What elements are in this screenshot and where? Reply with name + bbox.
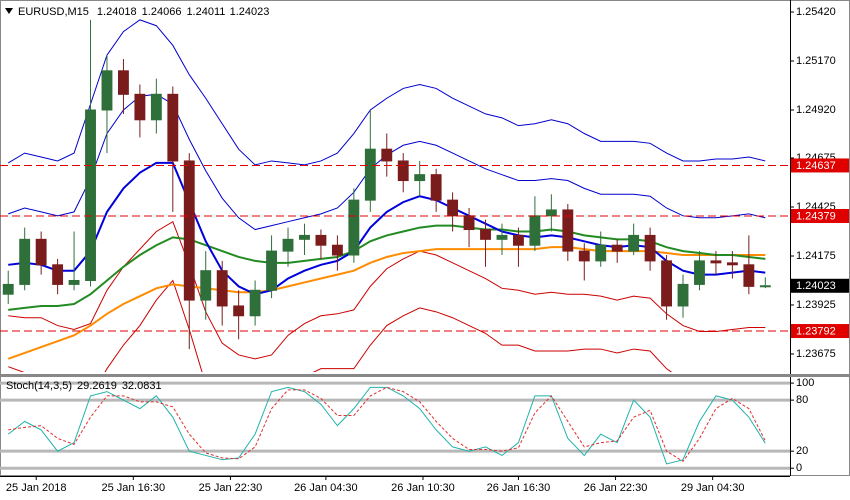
x-tick-label: 25 Jan 22:30 — [199, 482, 263, 494]
current-price-label: 1.24023 — [796, 280, 836, 292]
y-tick-label: 1.23925 — [796, 299, 836, 311]
candle-body — [562, 209, 574, 252]
candle-body — [545, 209, 557, 217]
candle-body — [430, 174, 442, 201]
level-label: 1.23792 — [796, 325, 836, 337]
candle-body — [134, 93, 146, 121]
candle-body — [299, 234, 310, 240]
x-tick-label: 26 Jan 16:30 — [487, 482, 551, 494]
level-label-box — [791, 324, 849, 339]
candle-body — [315, 234, 327, 246]
y-tick-label: 1.24175 — [796, 250, 836, 262]
candle-body — [118, 70, 129, 95]
candle-body — [447, 199, 459, 217]
candle-body — [233, 305, 245, 317]
candle-body — [2, 283, 14, 295]
current-price-box — [791, 278, 849, 293]
candle-body — [216, 270, 228, 307]
candle-body — [348, 199, 360, 256]
indicator-line — [7, 386, 766, 465]
candle-body — [644, 234, 656, 262]
stoch-signal-value: 32.0831 — [122, 380, 162, 392]
candle-body — [183, 160, 195, 301]
indicator-line — [7, 246, 766, 360]
candle-body — [150, 93, 162, 121]
y-tick-label: 80 — [796, 394, 808, 406]
y-tick-label: 100 — [796, 377, 814, 389]
y-tick-label: 0 — [796, 462, 802, 474]
candle-body — [266, 250, 277, 291]
indicator-line — [8, 224, 766, 311]
candle-body — [628, 234, 640, 252]
candle-body — [414, 174, 426, 182]
stoch-header: Stoch(14,3,5) 29.2619 32.0831 — [6, 380, 162, 392]
x-tick-label: 25 Jan 2018 — [6, 482, 67, 494]
candle-body — [661, 260, 672, 307]
indicator-line — [8, 279, 673, 372]
high-value: 1.24066 — [142, 6, 182, 18]
candle-body — [710, 260, 722, 264]
indicator-line — [8, 161, 766, 296]
candle-body — [694, 260, 705, 285]
candle-body — [331, 244, 343, 256]
x-tick-label: 26 Jan 22:30 — [584, 482, 648, 494]
x-tick-label: 26 Jan 04:30 — [294, 482, 358, 494]
level-label-box — [791, 209, 849, 224]
candle-body — [35, 238, 47, 266]
candle-body — [463, 215, 475, 231]
candle-body — [480, 229, 491, 240]
price-plot — [0, 19, 790, 372]
x-tick-label: 26 Jan 10:30 — [391, 482, 455, 494]
candle-body — [397, 160, 409, 182]
low-value: 1.24011 — [186, 6, 225, 18]
level-label: 1.24379 — [796, 210, 836, 222]
menu-triangle[interactable] — [5, 8, 13, 14]
candle-body — [249, 289, 261, 317]
open-value: 1.24018 — [97, 6, 137, 18]
stoch-plot — [0, 381, 790, 470]
candle-body — [496, 234, 508, 240]
candle-body — [759, 285, 771, 288]
candle-body — [726, 262, 738, 266]
candle-body — [677, 283, 689, 307]
candle-body — [381, 148, 393, 162]
candle-body — [101, 70, 113, 111]
candle-body — [52, 264, 64, 285]
price-header: EURUSD,M15 1.24018 1.24066 1.24011 1.24023 — [18, 6, 269, 18]
indicator-line — [8, 386, 766, 463]
candle-body — [743, 264, 755, 287]
x-tick-label: 25 Jan 16:30 — [102, 482, 166, 494]
candle-body — [167, 93, 179, 162]
candle-body — [19, 238, 31, 285]
candle-body — [85, 109, 96, 281]
symbol: EURUSD,M15 — [18, 6, 89, 18]
y-tick-label: 1.23675 — [796, 348, 836, 360]
candle-body — [200, 270, 212, 301]
y-tick-label: 1.24920 — [796, 104, 836, 116]
candle-body — [513, 234, 524, 246]
x-tick-label: 29 Jan 04:30 — [681, 482, 745, 494]
level-label-box — [791, 158, 849, 173]
candle-body — [282, 238, 294, 252]
candle-body — [529, 215, 541, 246]
y-tick-label: 1.25170 — [796, 55, 836, 67]
candle-body — [578, 250, 590, 262]
axes: 25 Jan 2018 25 Jan 16:30 25 Jan 22:30 26 Ja… — [6, 6, 849, 494]
candle-body — [611, 244, 623, 252]
indicator-line — [7, 19, 766, 166]
level-label: 1.24637 — [796, 160, 836, 172]
candle-body — [595, 244, 607, 262]
y-tick-label: 20 — [796, 445, 808, 457]
indicator-line — [8, 220, 766, 360]
y-tick-label: 1.25420 — [796, 6, 836, 18]
candle-body — [364, 148, 376, 201]
stoch-main-value: 29.2619 — [77, 380, 117, 392]
close-value: 1.24023 — [230, 6, 270, 18]
candle-body — [68, 279, 80, 285]
stoch-title: Stoch(14,3,5) — [6, 380, 72, 392]
